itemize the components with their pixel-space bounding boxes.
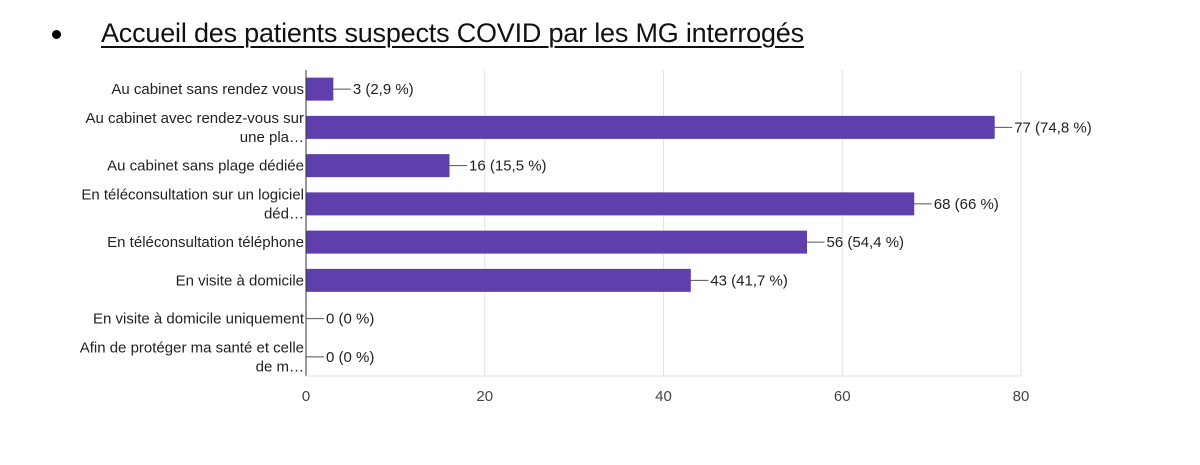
bar: [306, 77, 334, 101]
category-label: En téléconsultation sur un logiciel déd…: [81, 186, 304, 222]
category-label: En visite à domicile uniquement: [93, 311, 305, 328]
data-label: 77 (74,8 %): [1014, 119, 1092, 136]
category-label-line: En téléconsultation téléphone: [107, 234, 304, 251]
category-label: En visite à domicile: [176, 272, 304, 289]
x-tick-label: 40: [655, 388, 672, 405]
category-label: Au cabinet sans plage dédiée: [107, 158, 304, 175]
x-tick-label: 60: [834, 388, 851, 405]
category-label-line: Au cabinet avec rendez-vous sur: [86, 110, 304, 127]
category-label-line: Au cabinet sans rendez vous: [111, 81, 304, 98]
category-label-line: de m…: [256, 358, 304, 375]
bar: [306, 115, 995, 139]
data-label: 56 (54,4 %): [827, 234, 905, 251]
data-label: 3 (2,9 %): [353, 81, 414, 98]
data-label: 0 (0 %): [326, 349, 374, 366]
category-label: Au cabinet sans rendez vous: [111, 81, 304, 98]
bar: [306, 192, 915, 216]
x-tick-label: 0: [302, 388, 310, 405]
data-label: 68 (66 %): [934, 196, 999, 213]
slide-title-row: Accueil des patients suspects COVID par …: [52, 8, 804, 58]
category-label-line: une pla…: [240, 129, 304, 146]
category-label: Au cabinet avec rendez-vous sur une pla…: [86, 110, 304, 146]
category-label-line: En téléconsultation sur un logiciel: [81, 186, 304, 203]
x-tick-label: 20: [476, 388, 493, 405]
bar: [306, 268, 691, 292]
category-label-line: Afin de protéger ma santé et celle: [80, 339, 304, 356]
x-tick-label: 80: [1013, 388, 1030, 405]
category-label: En téléconsultation téléphone: [107, 234, 304, 251]
category-label: Afin de protéger ma santé et celle de m…: [80, 339, 304, 375]
data-label: 43 (41,7 %): [710, 272, 788, 289]
data-label: 0 (0 %): [326, 311, 374, 328]
category-label-line: déd…: [264, 205, 304, 222]
bar: [306, 154, 450, 178]
category-label-line: En visite à domicile uniquement: [93, 311, 305, 328]
category-label-line: Au cabinet sans plage dédiée: [107, 158, 304, 175]
category-label-line: En visite à domicile: [176, 272, 304, 289]
data-label: 16 (15,5 %): [469, 158, 547, 175]
bar: [306, 230, 807, 254]
bullet-icon: [52, 29, 61, 39]
slide-title: Accueil des patients suspects COVID par …: [101, 17, 804, 48]
